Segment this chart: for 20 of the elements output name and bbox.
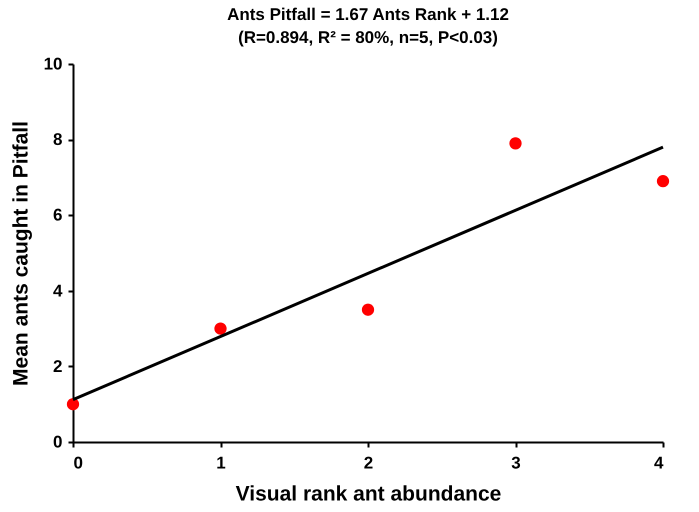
y-tick-label: 0 <box>53 432 62 452</box>
point <box>509 137 522 150</box>
point <box>66 398 80 410</box>
y-tick-label: 8 <box>53 130 62 150</box>
x-tick-label: 4 <box>654 454 664 472</box>
y-tick-label: 10 <box>44 54 62 74</box>
point <box>656 175 670 188</box>
chart-title: Ants Pitfall = 1.67 Ants Rank + 1.12 <box>227 5 509 24</box>
x-tick-label: 0 <box>74 454 83 472</box>
x-tick-label: 1 <box>216 454 226 472</box>
y-axis-title: Mean ants caught in Pitfall <box>10 121 33 386</box>
point <box>362 304 374 316</box>
chart-subtitle: (R=0.894, R² = 80%, n=5, P<0.03) <box>238 28 498 47</box>
x-axis-title: Visual rank ant abundance <box>236 482 502 506</box>
y-tick-label: 6 <box>53 206 62 225</box>
y-tick-label: 2 <box>53 356 62 376</box>
point <box>214 322 227 335</box>
x-tick-label: 2 <box>364 454 374 472</box>
x-tick-label: 3 <box>511 454 521 472</box>
y-tick-label: 4 <box>53 281 64 300</box>
